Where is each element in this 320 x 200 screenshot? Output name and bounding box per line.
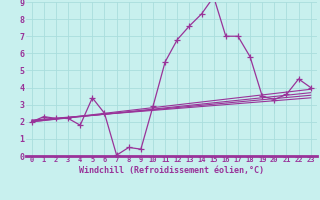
X-axis label: Windchill (Refroidissement éolien,°C): Windchill (Refroidissement éolien,°C) (79, 166, 264, 175)
